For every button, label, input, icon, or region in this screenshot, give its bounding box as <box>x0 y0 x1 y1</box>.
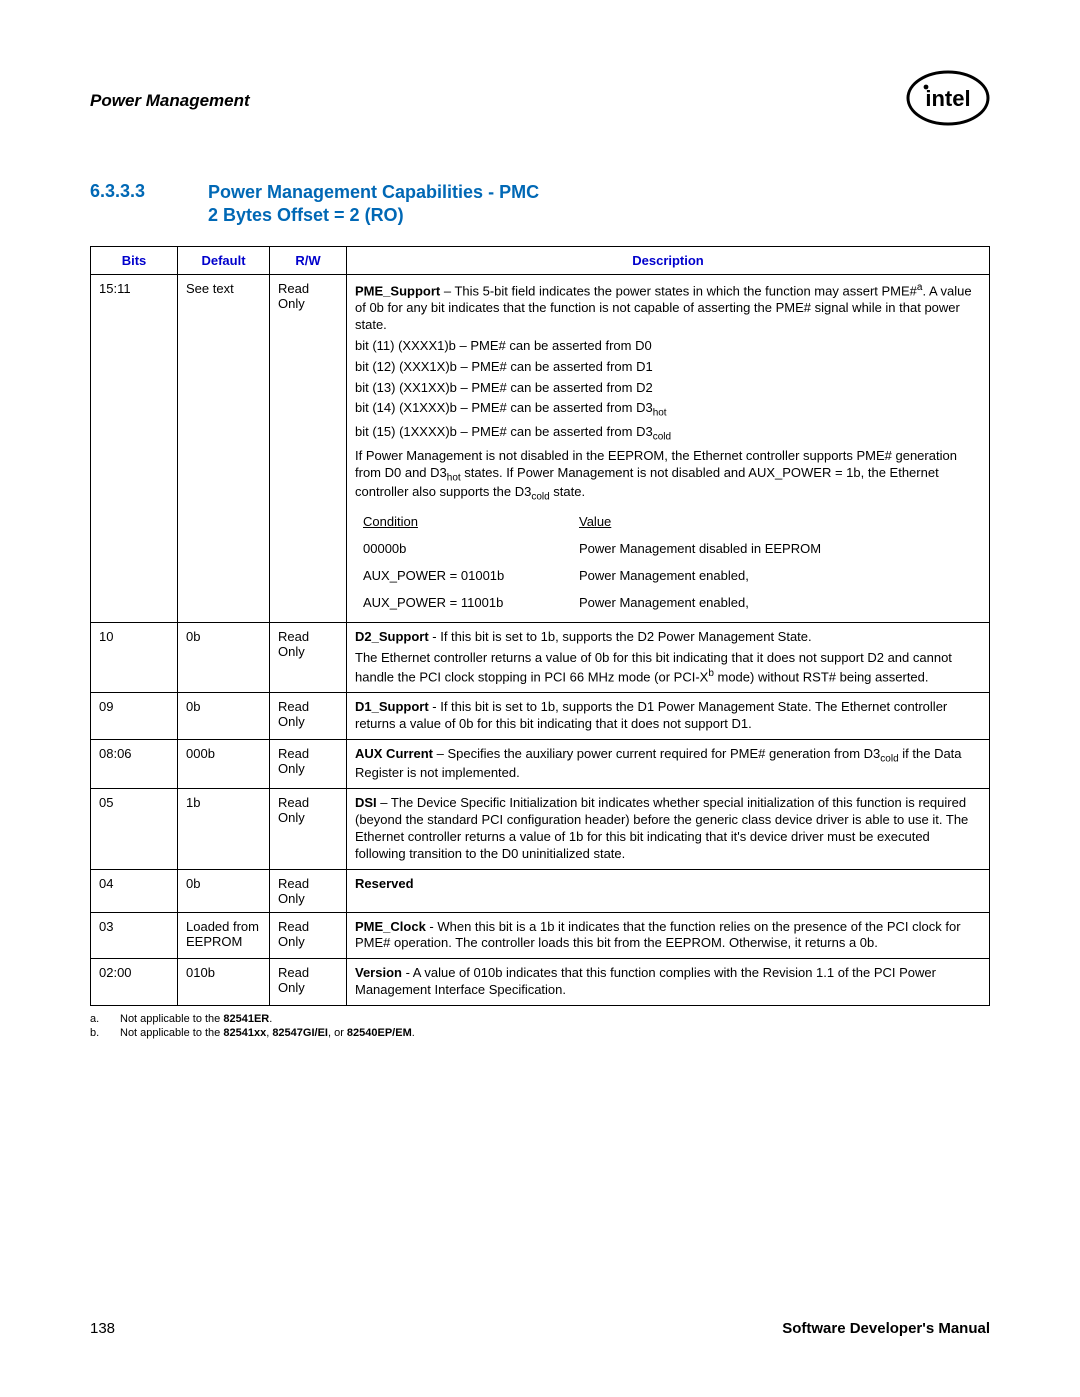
cell-rw: Read Only <box>270 739 347 788</box>
cell-rw: Read Only <box>270 959 347 1006</box>
intel-logo: intel <box>906 70 990 131</box>
cell-default: 1b <box>178 788 270 869</box>
book-title: Software Developer's Manual <box>782 1320 990 1337</box>
section-title: Power Management Capabilities - PMC 2 By… <box>208 181 539 228</box>
footnotes: a. Not applicable to the 82541ER. b. Not… <box>90 1012 990 1041</box>
footnote-a: a. Not applicable to the 82541ER. <box>90 1012 990 1026</box>
cell-rw: Read Only <box>270 788 347 869</box>
cell-desc: PME_Support – This 5-bit field indicates… <box>347 274 990 622</box>
cell-rw: Read Only <box>270 912 347 959</box>
cell-rw: Read Only <box>270 692 347 739</box>
table-row: 03 Loaded from EEPROM Read Only PME_Cloc… <box>91 912 990 959</box>
cell-default: 010b <box>178 959 270 1006</box>
cell-desc: PME_Clock - When this bit is a 1b it ind… <box>347 912 990 959</box>
section-title-line1: Power Management Capabilities - PMC <box>208 182 539 202</box>
cell-rw: Read Only <box>270 274 347 622</box>
cell-desc: D2_Support - If this bit is set to 1b, s… <box>347 622 990 692</box>
table-header-row: Bits Default R/W Description <box>91 246 990 274</box>
page-header: Power Management intel <box>90 70 990 131</box>
cell-bits: 08:06 <box>91 739 178 788</box>
section-number: 6.3.3.3 <box>90 181 208 202</box>
svg-text:intel: intel <box>925 86 970 111</box>
cell-rw: Read Only <box>270 622 347 692</box>
section-title-line2: 2 Bytes Offset = 2 (RO) <box>208 205 404 225</box>
th-desc: Description <box>347 246 990 274</box>
cell-default: 0b <box>178 869 270 912</box>
cell-rw: Read Only <box>270 869 347 912</box>
cell-bits: 09 <box>91 692 178 739</box>
cell-bits: 02:00 <box>91 959 178 1006</box>
cell-default: 000b <box>178 739 270 788</box>
table-row: 05 1b Read Only DSI – The Device Specifi… <box>91 788 990 869</box>
cell-bits: 03 <box>91 912 178 959</box>
cell-default: Loaded from EEPROM <box>178 912 270 959</box>
footnote-b: b. Not applicable to the 82541xx, 82547G… <box>90 1026 990 1040</box>
cell-bits: 10 <box>91 622 178 692</box>
cell-bits: 05 <box>91 788 178 869</box>
chapter-title: Power Management <box>90 91 250 111</box>
cell-default: See text <box>178 274 270 622</box>
register-table: Bits Default R/W Description 15:11 See t… <box>90 246 990 1006</box>
cell-default: 0b <box>178 692 270 739</box>
condition-table: ConditionValue 00000bPower Management di… <box>355 508 829 616</box>
table-row: 15:11 See text Read Only PME_Support – T… <box>91 274 990 622</box>
th-rw: R/W <box>270 246 347 274</box>
cell-default: 0b <box>178 622 270 692</box>
cell-desc: D1_Support - If this bit is set to 1b, s… <box>347 692 990 739</box>
cell-desc: DSI – The Device Specific Initialization… <box>347 788 990 869</box>
th-bits: Bits <box>91 246 178 274</box>
cell-bits: 15:11 <box>91 274 178 622</box>
th-default: Default <box>178 246 270 274</box>
cell-desc: AUX Current – Specifies the auxiliary po… <box>347 739 990 788</box>
table-row: 02:00 010b Read Only Version - A value o… <box>91 959 990 1006</box>
table-row: 08:06 000b Read Only AUX Current – Speci… <box>91 739 990 788</box>
cell-desc: Reserved <box>347 869 990 912</box>
page-footer: 138 Software Developer's Manual <box>90 1320 990 1337</box>
table-row: 04 0b Read Only Reserved <box>91 869 990 912</box>
page-number: 138 <box>90 1320 115 1337</box>
cell-desc: Version - A value of 010b indicates that… <box>347 959 990 1006</box>
table-row: 09 0b Read Only D1_Support - If this bit… <box>91 692 990 739</box>
section-heading: 6.3.3.3 Power Management Capabilities - … <box>90 181 990 228</box>
table-row: 10 0b Read Only D2_Support - If this bit… <box>91 622 990 692</box>
cell-bits: 04 <box>91 869 178 912</box>
